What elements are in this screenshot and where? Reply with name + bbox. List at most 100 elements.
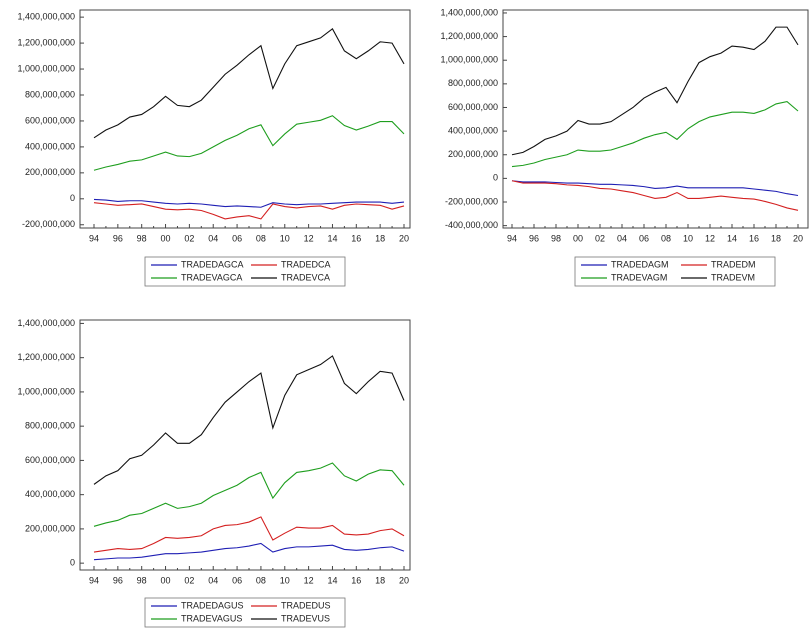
x-tick-label: 10: [683, 233, 693, 243]
x-tick-label: 06: [232, 575, 242, 585]
x-tick-label: 96: [529, 233, 539, 243]
series-line: [93, 27, 405, 139]
x-tick-label: 16: [749, 233, 759, 243]
y-tick-label: 0: [70, 193, 75, 203]
y-tick-label: -400,000,000: [445, 220, 498, 230]
legend-label: TRADEVM: [711, 272, 755, 282]
y-tick-label: 200,000,000: [25, 167, 75, 177]
series-line: [93, 355, 405, 485]
y-tick-label: 0: [70, 558, 75, 568]
x-tick-label: 20: [793, 233, 803, 243]
y-tick-label: 200,000,000: [25, 523, 75, 533]
y-tick-label: 1,200,000,000: [440, 31, 498, 41]
y-tick-label: -200,000,000: [445, 196, 498, 206]
series-line: [93, 115, 405, 171]
y-tick-label: 600,000,000: [448, 102, 498, 112]
x-tick-label: 14: [327, 575, 337, 585]
x-tick-label: 08: [256, 233, 266, 243]
legend-label: TRADEDAGCA: [181, 259, 244, 269]
y-tick-label: 600,000,000: [25, 455, 75, 465]
y-tick-label: -200,000,000: [22, 219, 75, 229]
y-tick-label: 1,200,000,000: [17, 352, 75, 362]
x-tick-label: 00: [573, 233, 583, 243]
x-tick-label: 04: [208, 233, 218, 243]
legend-label: TRADEVAGM: [611, 272, 667, 282]
x-tick-label: 98: [137, 575, 147, 585]
series-line: [511, 26, 799, 156]
x-tick-label: 12: [705, 233, 715, 243]
legend-label: TRADEVCA: [281, 272, 330, 282]
legend-label: TRADEVUS: [281, 613, 330, 623]
x-tick-label: 20: [399, 233, 409, 243]
x-tick-label: 18: [375, 233, 385, 243]
x-tick-label: 14: [727, 233, 737, 243]
x-tick-label: 06: [639, 233, 649, 243]
y-tick-label: 1,400,000,000: [440, 7, 498, 17]
y-tick-label: 1,000,000,000: [17, 386, 75, 396]
y-tick-label: 1,400,000,000: [17, 12, 75, 22]
x-tick-label: 96: [113, 575, 123, 585]
x-tick-label: 12: [304, 233, 314, 243]
plot-frame: [79, 9, 411, 229]
plot-frame: [79, 319, 411, 571]
series-line: [511, 180, 799, 197]
y-tick-label: 200,000,000: [448, 149, 498, 159]
x-tick-label: 00: [161, 575, 171, 585]
chart: 0 200,000,000 400,000,000 600,000,000 800,00…: [17, 318, 411, 628]
legend-box: [144, 597, 346, 628]
legend-label: TRADEVAGUS: [181, 613, 242, 623]
y-tick-label: 1,200,000,000: [17, 37, 75, 47]
x-tick-label: 98: [551, 233, 561, 243]
y-tick-label: 0: [493, 173, 498, 183]
y-tick-label: 1,000,000,000: [440, 55, 498, 65]
x-tick-label: 18: [375, 575, 385, 585]
x-tick-label: 14: [327, 233, 337, 243]
x-tick-label: 94: [89, 233, 99, 243]
x-tick-label: 02: [184, 233, 194, 243]
series-line: [93, 516, 405, 553]
x-tick-label: 10: [280, 575, 290, 585]
legend-box: [144, 256, 346, 287]
series-line: [93, 542, 405, 561]
chart: -200,000,000 0 200,000,000 400,000,000 600,0…: [17, 9, 411, 287]
x-tick-label: 02: [184, 575, 194, 585]
x-tick-label: 98: [137, 233, 147, 243]
x-tick-label: 96: [113, 233, 123, 243]
x-tick-label: 10: [280, 233, 290, 243]
series-line: [93, 202, 405, 220]
x-tick-label: 06: [232, 233, 242, 243]
legend-box: [574, 256, 776, 287]
y-tick-label: 800,000,000: [448, 78, 498, 88]
legend-label: TRADEDCA: [281, 259, 331, 269]
x-tick-label: 16: [351, 233, 361, 243]
series-line: [511, 180, 799, 211]
legend-label: TRADEVAGCA: [181, 272, 242, 282]
legend-label: TRADEDM: [711, 259, 756, 269]
series-line: [93, 198, 405, 208]
x-tick-label: 08: [256, 575, 266, 585]
x-tick-label: 20: [399, 575, 409, 585]
x-tick-label: 02: [595, 233, 605, 243]
x-tick-label: 04: [208, 575, 218, 585]
chart: -400,000,000 -200,000,000 0 200,000,000 400,…: [440, 7, 809, 287]
x-tick-label: 18: [771, 233, 781, 243]
legend-label: TRADEDAGUS: [181, 600, 244, 610]
series-line: [511, 100, 799, 168]
y-tick-label: 600,000,000: [25, 115, 75, 125]
legend-label: TRADEDUS: [281, 600, 331, 610]
x-tick-label: 04: [617, 233, 627, 243]
x-tick-label: 00: [161, 233, 171, 243]
y-tick-label: 400,000,000: [25, 489, 75, 499]
x-tick-label: 94: [89, 575, 99, 585]
x-tick-label: 08: [661, 233, 671, 243]
x-tick-label: 12: [304, 575, 314, 585]
y-tick-label: 800,000,000: [25, 421, 75, 431]
y-tick-label: 400,000,000: [448, 125, 498, 135]
series-line: [93, 462, 405, 527]
x-tick-label: 94: [507, 233, 517, 243]
y-tick-label: 800,000,000: [25, 89, 75, 99]
y-tick-label: 1,400,000,000: [17, 318, 75, 328]
legend-label: TRADEDAGM: [611, 259, 669, 269]
x-tick-label: 16: [351, 575, 361, 585]
